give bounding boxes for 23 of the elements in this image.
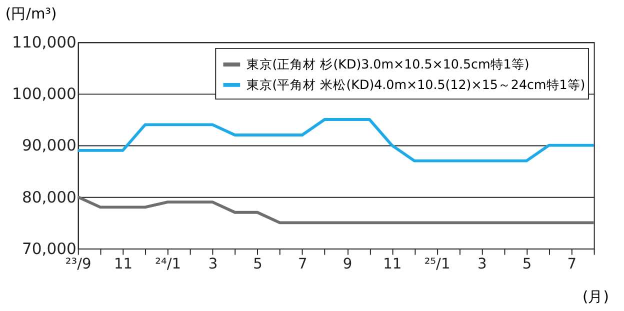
x-tick-label: 7	[298, 255, 308, 272]
x-tick-label: 5	[522, 255, 532, 272]
x-tick-label: 3	[208, 255, 218, 272]
legend-label: 東京(平角材 米松(KD)4.0m×10.5(12)×15～24cm特1等)	[246, 76, 586, 92]
legend-label: 東京(正角材 杉(KD)3.0m×10.5×10.5cm特1等)	[246, 56, 530, 72]
y-tick-label: 90,000	[22, 136, 76, 155]
y-axis-title: (円/m³)	[5, 5, 57, 22]
y-tick-label: 100,000	[12, 85, 76, 104]
x-axis-title: (月)	[582, 288, 609, 306]
x-tick-label: ²³/9	[65, 255, 92, 272]
x-tick-label: 9	[342, 255, 352, 272]
x-tick-label: 11	[114, 255, 133, 272]
x-tick-label: 11	[383, 255, 402, 272]
x-tick-label: ²⁴/1	[155, 255, 182, 272]
x-tick-label: ²⁵/1	[424, 255, 450, 272]
x-tick-label: 5	[253, 255, 262, 272]
y-tick-label: 80,000	[22, 188, 76, 206]
y-tick-label: 110,000	[12, 33, 76, 52]
x-tick-label: 3	[478, 255, 487, 272]
line-series	[76, 195, 596, 224]
line-series	[76, 118, 596, 162]
y-tick-label: 70,000	[22, 240, 76, 258]
x-tick-label: 7	[567, 255, 577, 272]
